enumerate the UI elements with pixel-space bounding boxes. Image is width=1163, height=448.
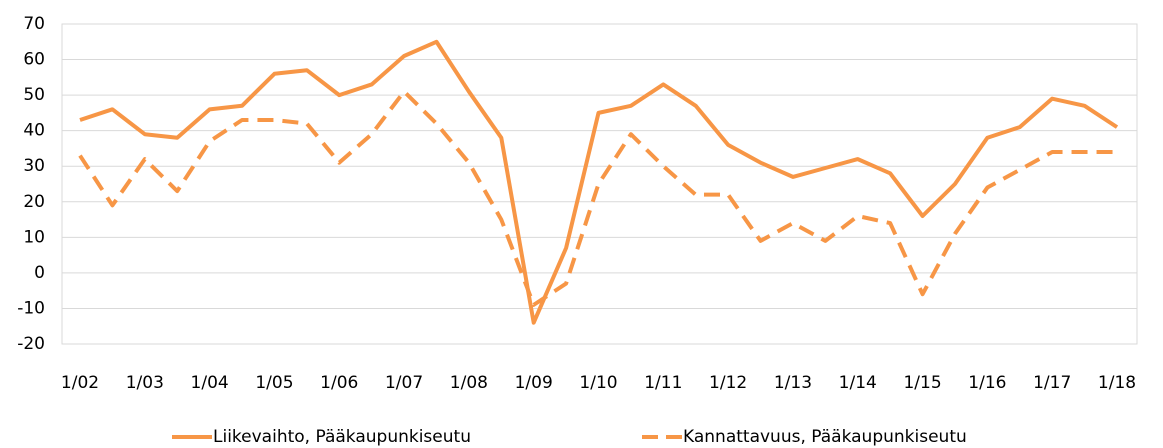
series-line <box>79 39 1119 325</box>
x-tick-label: 1/15 <box>903 373 941 393</box>
x-tick-label: 1/08 <box>450 373 488 393</box>
x-tick-label: 1/04 <box>191 373 229 393</box>
y-tick-label: 50 <box>23 85 45 105</box>
x-tick-label: 1/07 <box>385 373 423 393</box>
x-tick-label: 1/03 <box>126 373 164 393</box>
x-tick-label: 1/02 <box>61 373 99 393</box>
x-tick-label: 1/14 <box>839 373 877 393</box>
y-tick-label: -10 <box>17 298 45 318</box>
x-tick-label: 1/05 <box>255 373 293 393</box>
x-tick-label: 1/09 <box>515 373 553 393</box>
x-tick-label: 1/06 <box>320 373 358 393</box>
plot-border <box>61 23 1138 345</box>
y-tick-label: 70 <box>23 14 45 34</box>
x-tick-label: 1/16 <box>968 373 1006 393</box>
y-tick-label: 60 <box>23 50 45 70</box>
y-tick-label: 20 <box>23 192 45 212</box>
x-tick-label: 1/13 <box>774 373 812 393</box>
x-tick-label: 1/10 <box>579 373 617 393</box>
legend-label: Liikevaihto, Pääkaupunkiseutu <box>213 427 471 447</box>
legend-label: Kannattavuus, Pääkaupunkiseutu <box>683 427 967 447</box>
y-tick-label: 40 <box>23 121 45 141</box>
x-tick-label: 1/17 <box>1033 373 1071 393</box>
x-tick-label: 1/11 <box>644 373 682 393</box>
series-line <box>78 89 1117 307</box>
x-tick-label: 1/18 <box>1098 373 1136 393</box>
y-tick-label: 10 <box>23 227 45 247</box>
x-tick-label: 1/12 <box>709 373 747 393</box>
y-tick-label: 0 <box>34 263 45 283</box>
y-tick-label: 30 <box>23 156 45 176</box>
y-tick-label: -20 <box>17 334 45 354</box>
